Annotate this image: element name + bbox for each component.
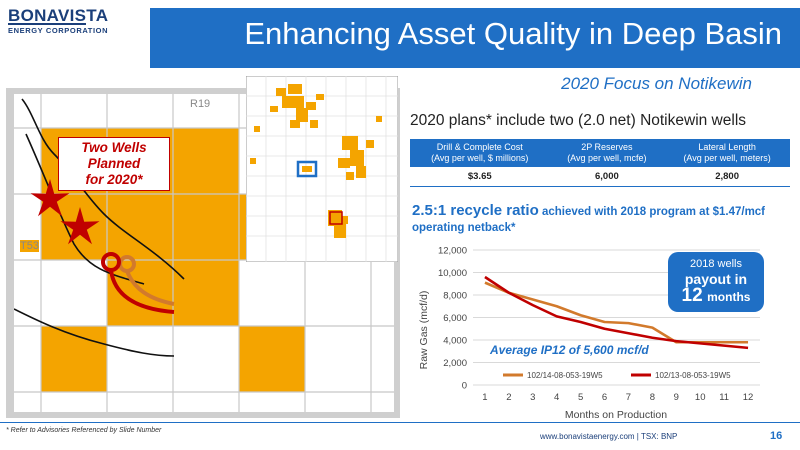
land-section — [41, 326, 107, 392]
range-label: R19 — [190, 98, 211, 110]
focus-area-box — [296, 160, 318, 178]
table-header: 2P Reserves (Avg per well, mcfe) — [549, 139, 665, 167]
land-section — [107, 260, 173, 326]
series-line-2 — [484, 275, 749, 350]
hz-well-path-2 — [101, 252, 175, 314]
footer-website: www.bonavistaenergy.com | TSX: BNP — [540, 432, 678, 441]
payout-months-unit: months — [707, 290, 751, 304]
callout-line: Planned — [87, 156, 141, 171]
payout-callout: 2018 wells payout in 12 months — [668, 252, 764, 312]
table-header: Drill & Complete Cost (Avg per well, $ mi… — [410, 139, 550, 167]
township-label: T53 — [20, 240, 39, 252]
table-row: $3.65 6,000 2,800 — [410, 167, 790, 187]
company-logo-subtitle: ENERGY CORPORATION — [8, 26, 109, 35]
recycle-ratio-statement: 2.5:1 recycle ratio achieved with 2018 p… — [412, 203, 797, 236]
legend-label: 102/14-08-053-19W5 — [527, 371, 603, 380]
y-tick-label: 2,000 — [443, 358, 467, 369]
table-cell: $3.65 — [410, 167, 550, 187]
y-tick-label: 8,000 — [443, 291, 467, 302]
focus-subtitle: 2020 Focus on Notikewin — [561, 74, 752, 93]
callout-line: for 2020* — [85, 172, 143, 187]
x-tick-label: 3 — [530, 392, 535, 403]
x-tick-label: 8 — [650, 392, 655, 403]
payout-line: payout in — [684, 271, 748, 287]
planned-well-star-icon — [60, 207, 100, 245]
x-tick-label: 7 — [626, 392, 631, 403]
recycle-ratio-highlight: 2.5:1 recycle ratio — [412, 202, 539, 219]
wells-planned-callout: Two Wells Planned for 2020* — [58, 137, 170, 191]
title-banner — [150, 8, 800, 68]
legend-label: 102/13-08-053-19W5 — [655, 371, 731, 380]
payout-title: 2018 wells — [690, 258, 742, 270]
x-tick-label: 9 — [674, 392, 679, 403]
land-section — [107, 194, 173, 260]
regional-inset-map — [246, 76, 398, 262]
y-tick-label: 6,000 — [443, 313, 467, 324]
inset-land-parcels — [250, 84, 382, 238]
x-tick-label: 5 — [578, 392, 583, 403]
plans-statement: 2020 plans* include two (2.0 net) Notike… — [410, 112, 747, 129]
x-tick-label: 1 — [482, 392, 487, 403]
chart-series-lines — [484, 275, 749, 350]
well-stats-table: Drill & Complete Cost (Avg per well, $ mi… — [410, 139, 790, 187]
x-tick-label: 6 — [602, 392, 607, 403]
recycle-ratio-detail: achieved with 2018 program at $1.47/mcf … — [412, 206, 766, 234]
chart-legend: 102/14-08-053-19W5 102/13-08-053-19W5 — [503, 371, 731, 380]
y-tick-label: 4,000 — [443, 336, 467, 347]
x-axis-label: Months on Production — [565, 409, 667, 421]
y-tick-label: 12,000 — [438, 246, 467, 257]
logo-underline — [8, 23, 86, 25]
y-tick-label: 10,000 — [438, 268, 467, 279]
footnote: * Refer to Advisories Referenced by Slid… — [6, 427, 162, 434]
table-cell: 2,800 — [664, 167, 790, 187]
x-tick-label: 12 — [743, 392, 754, 403]
table-cell: 6,000 — [549, 167, 665, 187]
x-tick-label: 10 — [695, 392, 706, 403]
land-section — [173, 128, 239, 194]
y-axis-ticks: 0 2,000 4,000 6,000 8,000 10,000 12,000 — [438, 246, 467, 392]
company-logo: BONAVISTA — [8, 6, 109, 25]
x-tick-label: 11 — [719, 392, 729, 403]
payout-months-number: 12 — [681, 285, 703, 306]
y-axis-label: Raw Gas (mcf/d) — [418, 291, 430, 370]
series-line-1 — [484, 281, 749, 344]
average-ip-annotation: Average IP12 of 5,600 mcf/d — [490, 343, 649, 357]
slide-title: Enhancing Asset Quality in Deep Basin — [244, 16, 782, 51]
footer-divider — [0, 422, 800, 423]
page-number: 16 — [770, 430, 783, 442]
x-tick-label: 2 — [506, 392, 511, 403]
table-header: Lateral Length (Avg per well, meters) — [664, 139, 790, 167]
y-tick-label: 0 — [462, 381, 467, 392]
x-tick-label: 4 — [554, 392, 559, 403]
callout-line: Two Wells — [81, 140, 147, 155]
planned-well-star-icon — [30, 179, 70, 217]
land-section — [173, 194, 239, 260]
land-section — [239, 326, 305, 392]
land-section — [173, 260, 239, 326]
x-axis-ticks: 1 2 3 4 5 6 7 8 9 10 11 12 — [482, 392, 753, 403]
table-header-row: Drill & Complete Cost (Avg per well, $ mi… — [410, 139, 790, 167]
